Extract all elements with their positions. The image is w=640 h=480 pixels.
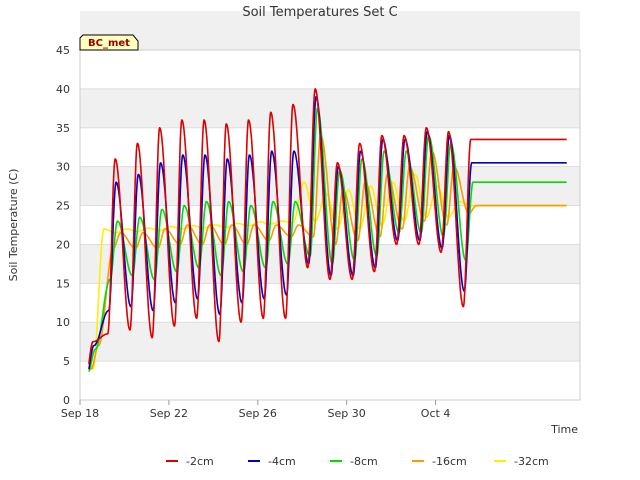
y-tick-label: 40 [56, 83, 70, 96]
legend-item: -2cm [166, 455, 214, 468]
y-tick-label: 0 [63, 394, 70, 407]
y-tick-label: 10 [56, 316, 70, 329]
plot-band-shaded [80, 322, 580, 362]
y-tick-label: 5 [63, 355, 70, 368]
y-axis-label: Soil Temperature (C) [7, 169, 20, 282]
x-tick-label: Sep 26 [239, 407, 277, 420]
plot-band [80, 361, 580, 400]
legend: -2cm -4cm -8cm -16cm -32cm [166, 455, 549, 468]
legend-item: -32cm [494, 455, 549, 468]
plot-bands [80, 11, 580, 400]
plot-band [80, 50, 580, 89]
y-tick-label: 15 [56, 277, 70, 290]
plot-band [80, 127, 580, 167]
plot-band-shaded [80, 11, 580, 50]
legend-label: -2cm [186, 455, 214, 468]
plot-band-shaded [80, 88, 580, 128]
x-tick-label: Sep 30 [328, 407, 366, 420]
legend-item: -4cm [248, 455, 296, 468]
x-axis: Sep 18 Sep 22 Sep 26 Sep 30 Oct 4 [61, 400, 450, 420]
y-tick-label: 30 [56, 161, 70, 174]
legend-item: -8cm [330, 455, 378, 468]
legend-item: -16cm [412, 455, 467, 468]
plot-band [80, 283, 580, 323]
y-tick-label: 35 [56, 122, 70, 135]
site-label-box: BC_met [79, 34, 139, 51]
x-axis-label: Time [550, 423, 578, 436]
y-axis: 0 5 10 15 20 25 30 35 40 45 [56, 44, 70, 407]
plot-area-border [79, 49, 581, 401]
chart-title: Soil Temperatures Set C [242, 5, 397, 20]
y-tick-label: 20 [56, 238, 70, 251]
y-tick-label: 25 [56, 200, 70, 213]
y-tick-label: 45 [56, 44, 70, 57]
legend-label: -32cm [514, 455, 549, 468]
x-tick-label: Sep 18 [61, 407, 99, 420]
series-line-minus-2cm [88, 88, 568, 365]
legend-label: -8cm [350, 455, 378, 468]
site-label: BC_met [88, 38, 130, 49]
series-lines [88, 88, 568, 372]
x-tick-label: Sep 22 [150, 407, 188, 420]
x-tick-label: Oct 4 [421, 407, 451, 420]
legend-label: -16cm [432, 455, 467, 468]
legend-label: -4cm [268, 455, 296, 468]
